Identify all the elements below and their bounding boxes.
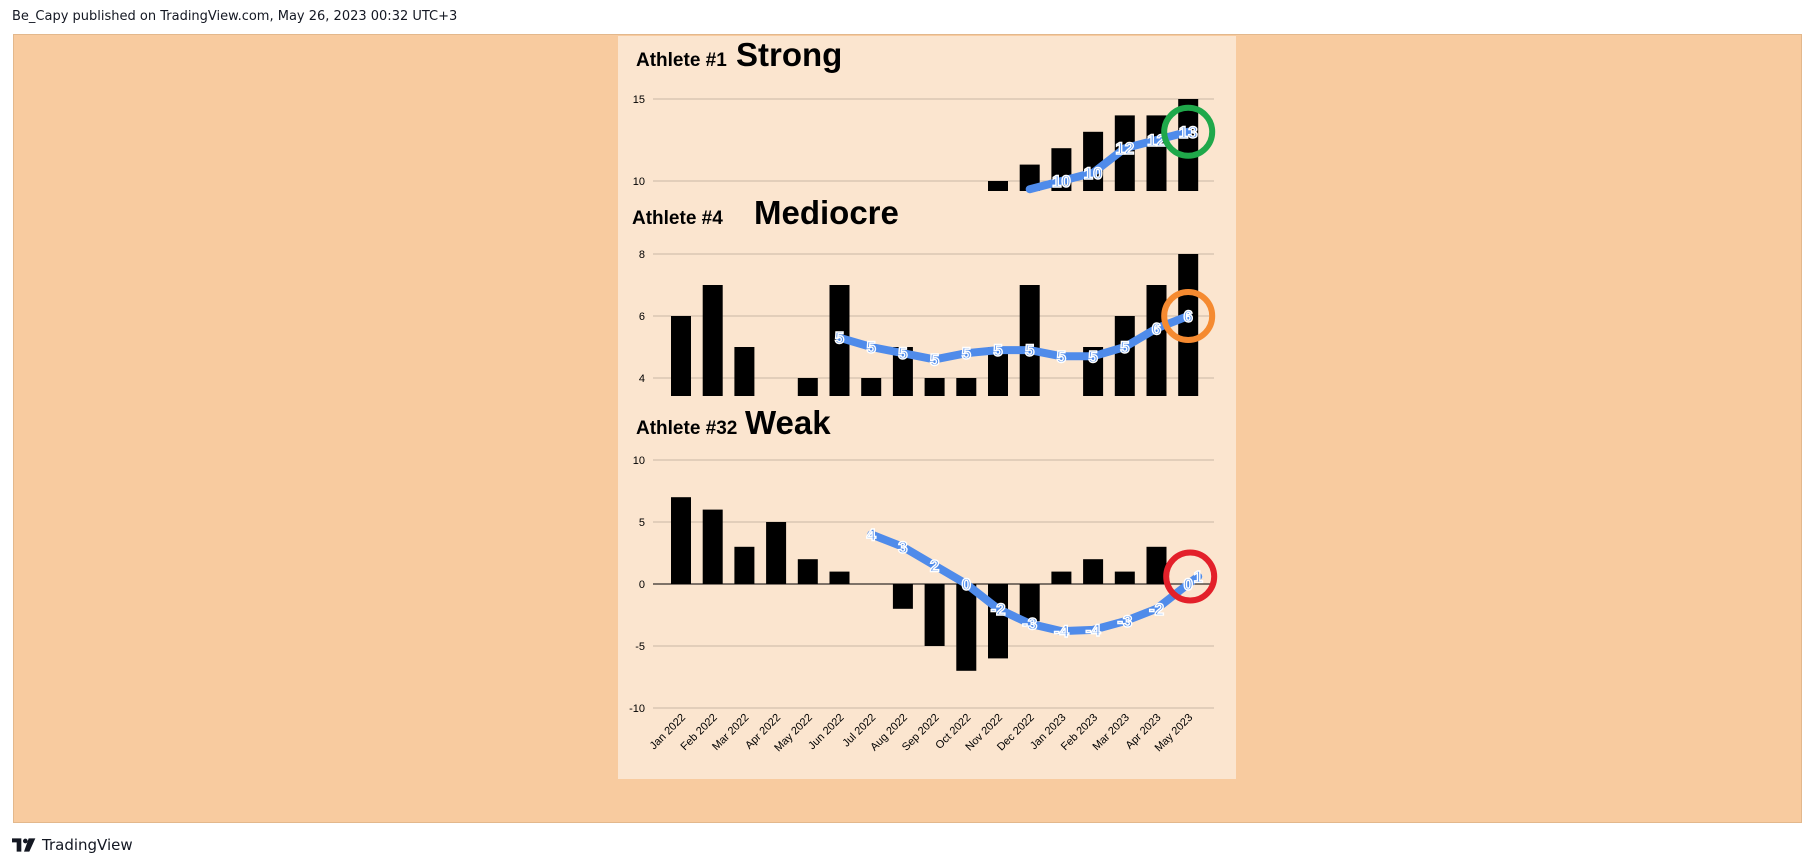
trend-line — [867, 530, 1203, 636]
trend-label: 6 — [1152, 319, 1161, 338]
trend-label: 5 — [835, 329, 844, 348]
bar — [892, 347, 913, 396]
athlete-label: Athlete #32 — [636, 418, 737, 439]
y-tick-label: 10 — [633, 455, 645, 467]
chart-mediocre: Athlete #4 Mediocre 4 6 8 5 5 5 5 5 5 5 5 5 5 6 6 — [632, 194, 1216, 396]
trend-label: -3 — [1022, 615, 1037, 634]
bar — [956, 584, 977, 671]
bar — [829, 571, 850, 584]
trend-label: -2 — [990, 600, 1005, 619]
trend-label: 6 — [1183, 307, 1192, 326]
y-tick-label: 4 — [639, 373, 645, 385]
bar — [1083, 559, 1104, 584]
trend-label: 12 — [1115, 139, 1134, 158]
trend-label: 5 — [1120, 338, 1129, 357]
trend-label: -4 — [1054, 622, 1070, 641]
brand-name: TradingView — [42, 836, 133, 854]
trend-label: -3 — [1117, 612, 1132, 631]
y-tick-label: 6 — [639, 311, 645, 323]
trend-label: 5 — [1088, 347, 1097, 366]
trend-label: 2 — [930, 556, 939, 575]
tradingview-logo-icon — [12, 838, 36, 852]
trend-label: -4 — [1086, 621, 1102, 640]
y-tick-label: -10 — [629, 703, 645, 715]
bar — [924, 584, 945, 646]
trend-label: 13 — [1179, 123, 1198, 142]
y-tick-label: -5 — [635, 641, 645, 653]
bar — [702, 285, 723, 396]
bar — [1019, 285, 1040, 396]
y-tick-label: 15 — [633, 94, 645, 106]
chart-title: Mediocre — [754, 194, 899, 231]
footer[interactable]: TradingView — [12, 836, 133, 854]
bar — [766, 522, 787, 584]
trend-label: 4 — [866, 525, 876, 544]
trend-label: 0 — [1183, 575, 1192, 594]
bar — [1146, 285, 1167, 396]
trend-label: 5 — [993, 341, 1002, 360]
bar — [988, 584, 1008, 659]
bar — [797, 559, 818, 584]
highlight-circle — [1161, 289, 1216, 343]
bar — [797, 378, 818, 396]
athlete-label: Athlete #1 — [636, 50, 727, 71]
bar — [734, 347, 755, 396]
bar — [988, 181, 1008, 191]
bar — [861, 378, 882, 396]
bar — [671, 316, 691, 396]
trend-label: -2 — [1149, 600, 1164, 619]
publish-info: Be_Capy published on TradingView.com, Ma… — [12, 9, 458, 24]
bar — [892, 584, 913, 609]
chart-panel: Athlete #1 Strong 10 15 10 10 12 12 13 Athlete #4… — [618, 36, 1236, 779]
bar — [988, 347, 1008, 396]
trend-label: 5 — [866, 338, 875, 357]
y-tick-label: 5 — [639, 517, 645, 529]
trend-label: 0 — [962, 575, 971, 594]
highlight-circle — [1161, 104, 1216, 159]
bar — [702, 509, 723, 584]
trend-line — [1025, 127, 1193, 194]
trend-label: 10 — [1052, 172, 1071, 191]
bar — [1019, 584, 1040, 622]
y-tick-label: 10 — [633, 176, 645, 188]
trend-label: 5 — [898, 344, 907, 363]
trend-label: 5 — [1057, 347, 1066, 366]
bar — [1178, 99, 1199, 191]
chart-title: Weak — [745, 404, 831, 441]
trend-label: 5 — [930, 350, 939, 369]
bar — [1114, 316, 1135, 396]
y-tick-label: 8 — [639, 249, 645, 261]
bar — [1114, 571, 1135, 584]
bar — [956, 378, 977, 396]
bar — [671, 497, 691, 584]
chart-title: Strong — [736, 36, 842, 73]
trend-label: 10 — [1084, 164, 1103, 183]
trend-label: 1 — [1193, 568, 1202, 587]
trend-label: 5 — [962, 344, 971, 363]
trend-label: 5 — [1025, 341, 1034, 360]
bar — [1146, 546, 1167, 584]
bar — [734, 546, 755, 584]
highlight-circle — [1163, 549, 1218, 604]
athlete-label: Athlete #4 — [632, 208, 723, 229]
trend-label: 3 — [898, 538, 907, 557]
bar — [1051, 571, 1072, 584]
bar — [924, 378, 945, 396]
y-tick-label: 0 — [639, 579, 645, 591]
trend-line — [835, 312, 1193, 364]
